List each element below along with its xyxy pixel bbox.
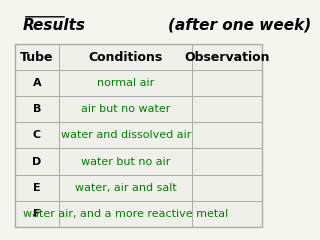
Text: Results: Results <box>23 18 86 33</box>
Text: normal air: normal air <box>97 78 155 88</box>
Text: water but no air: water but no air <box>81 156 171 167</box>
Text: (after one week): (after one week) <box>168 18 311 33</box>
Text: Conditions: Conditions <box>89 51 163 64</box>
Text: air but no water: air but no water <box>81 104 171 114</box>
Text: Tube: Tube <box>20 51 54 64</box>
Text: water, air and salt: water, air and salt <box>75 183 177 193</box>
Text: B: B <box>33 104 41 114</box>
Text: E: E <box>33 183 41 193</box>
Text: water air, and a more reactive metal: water air, and a more reactive metal <box>23 209 228 219</box>
FancyBboxPatch shape <box>15 44 261 227</box>
Text: F: F <box>33 209 41 219</box>
Text: C: C <box>33 130 41 140</box>
Text: Observation: Observation <box>184 51 270 64</box>
Text: A: A <box>33 78 41 88</box>
Text: D: D <box>32 156 42 167</box>
Text: water and dissolved air: water and dissolved air <box>61 130 191 140</box>
